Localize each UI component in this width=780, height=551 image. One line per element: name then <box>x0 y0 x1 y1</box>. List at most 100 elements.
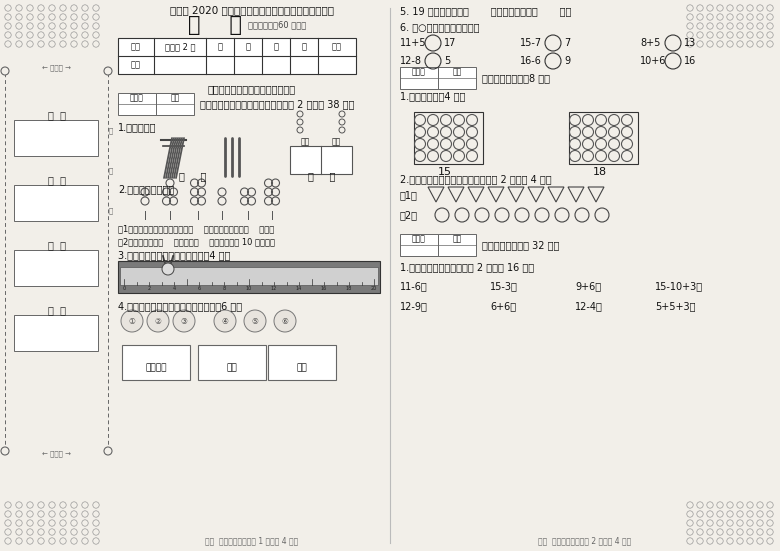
Text: 11-6＝: 11-6＝ <box>400 281 427 291</box>
Text: 18: 18 <box>346 285 352 290</box>
Text: 4.分一分，把序号填在相应的框里。（6 分）: 4.分一分，把序号填在相应的框里。（6 分） <box>118 301 242 311</box>
Text: 6: 6 <box>197 285 200 290</box>
Bar <box>569 112 638 164</box>
Text: 一、听老师读题，仔细做题。（每空 2 分，共 38 分）: 一、听老师读题，仔细做题。（每空 2 分，共 38 分） <box>200 99 354 109</box>
Bar <box>268 345 336 380</box>
Text: 总分: 总分 <box>332 42 342 51</box>
Circle shape <box>214 310 236 332</box>
Bar <box>118 261 380 293</box>
Text: 学  校: 学 校 <box>48 110 66 120</box>
Text: 13: 13 <box>684 38 697 48</box>
Circle shape <box>173 310 195 332</box>
Text: 1.看图写数。: 1.看图写数。 <box>118 122 157 132</box>
Circle shape <box>104 67 112 75</box>
Text: 二、动手操作。（8 分）: 二、动手操作。（8 分） <box>482 73 550 83</box>
Text: 12: 12 <box>271 285 277 290</box>
Text: 十位: 十位 <box>300 138 310 147</box>
Text: ④: ④ <box>222 316 229 326</box>
Text: 1.看数涂色。（4 分）: 1.看数涂色。（4 分） <box>400 91 466 101</box>
Text: 得分: 得分 <box>170 94 179 102</box>
Circle shape <box>162 263 174 275</box>
Text: 得分: 得分 <box>452 235 462 244</box>
Text: （     ）: （ ） <box>308 171 335 181</box>
Text: 16: 16 <box>321 285 327 290</box>
Text: 个位: 个位 <box>332 138 341 147</box>
Text: ← 装订线 →: ← 装订线 → <box>42 451 72 457</box>
Text: 15-7: 15-7 <box>520 38 542 48</box>
Bar <box>438 67 476 89</box>
Text: 1.直接写出得数。（每小题 2 分，共 16 分）: 1.直接写出得数。（每小题 2 分，共 16 分） <box>400 262 534 272</box>
Text: （考试时间：60 分钟）: （考试时间：60 分钟） <box>248 20 307 30</box>
Text: 15-3＝: 15-3＝ <box>490 281 518 291</box>
Text: 评卷人: 评卷人 <box>412 68 426 77</box>
Text: 5+5+3＝: 5+5+3＝ <box>655 301 696 311</box>
Bar <box>438 234 476 256</box>
Text: 5. 19 的前一个数是（       ），后一个数是（       ）。: 5. 19 的前一个数是（ ），后一个数是（ ）。 <box>400 6 572 16</box>
Text: 18: 18 <box>593 167 607 177</box>
Text: （2）从左数，第（    ）束和第（    ）束合起来有 10 个气球。: （2）从左数，第（ ）束和第（ ）束合起来有 10 个气球。 <box>118 237 275 246</box>
Bar <box>14 250 98 286</box>
Text: 三: 三 <box>274 42 278 51</box>
Text: 姓  名: 姓 名 <box>48 240 66 250</box>
Text: 5: 5 <box>444 56 450 66</box>
Text: 四: 四 <box>302 42 307 51</box>
Text: 合山市 2020 年秋季学期小学一年级期末教学质量调研: 合山市 2020 年秋季学期小学一年级期末教学质量调研 <box>170 5 334 15</box>
Text: 8+5: 8+5 <box>640 38 661 48</box>
Text: 合山  一年级数学上册第 2 页（共 4 页）: 合山 一年级数学上册第 2 页（共 4 页） <box>538 537 632 545</box>
Text: 7: 7 <box>564 38 570 48</box>
Circle shape <box>274 310 296 332</box>
Bar <box>198 345 266 380</box>
Circle shape <box>147 310 169 332</box>
Bar <box>156 93 194 115</box>
Text: 密: 密 <box>109 128 113 134</box>
Text: （2）: （2） <box>400 210 418 220</box>
Text: 8: 8 <box>222 285 225 290</box>
Text: （1）: （1） <box>400 190 418 200</box>
Bar <box>14 185 98 221</box>
Text: 卷面分 2 分: 卷面分 2 分 <box>165 42 195 51</box>
Text: 20: 20 <box>370 285 377 290</box>
Text: 2: 2 <box>147 285 151 290</box>
Text: 蔬菜: 蔬菜 <box>296 364 307 372</box>
Text: 二: 二 <box>246 42 250 51</box>
Text: 封: 封 <box>109 168 113 174</box>
Text: 一: 一 <box>218 42 222 51</box>
Bar <box>118 38 356 74</box>
Text: 16-6: 16-6 <box>520 56 542 66</box>
Bar <box>118 93 156 115</box>
Text: 17: 17 <box>444 38 456 48</box>
Text: 2.先数数，再填空。: 2.先数数，再填空。 <box>118 184 174 194</box>
Text: ⑤: ⑤ <box>252 316 258 326</box>
Bar <box>14 120 98 156</box>
Text: 6+6＝: 6+6＝ <box>490 301 516 311</box>
Text: 线: 线 <box>109 208 113 214</box>
Circle shape <box>1 447 9 455</box>
Text: 15: 15 <box>438 167 452 177</box>
Bar <box>14 315 98 351</box>
Text: 三、我会算。（共 32 分）: 三、我会算。（共 32 分） <box>482 240 559 250</box>
Text: 4: 4 <box>172 285 176 290</box>
Text: 交通工具: 交通工具 <box>145 364 167 372</box>
Text: 10+6: 10+6 <box>640 56 666 66</box>
Text: （1）从左数，气球最多的是第（    ）束，最少的是第（    ）束。: （1）从左数，气球最多的是第（ ）束，最少的是第（ ）束。 <box>118 224 275 234</box>
Text: 11+5: 11+5 <box>400 38 427 48</box>
Text: （     ）: （ ） <box>179 171 207 181</box>
Text: 得分: 得分 <box>452 68 462 77</box>
Text: 15-10+3＝: 15-10+3＝ <box>655 281 703 291</box>
Circle shape <box>1 67 9 75</box>
Text: 14: 14 <box>296 285 302 290</box>
Circle shape <box>104 447 112 455</box>
Text: 评卷人: 评卷人 <box>412 235 426 244</box>
Text: 座  号: 座 号 <box>48 305 66 315</box>
Text: 请听老师读题，读一题，做一题。: 请听老师读题，读一题，做一题。 <box>208 84 296 94</box>
Bar <box>290 146 352 174</box>
Text: ②: ② <box>154 316 161 326</box>
Text: ③: ③ <box>180 316 187 326</box>
Text: ← 装订线 →: ← 装订线 → <box>42 64 72 71</box>
Text: 12-4＝: 12-4＝ <box>575 301 603 311</box>
Bar <box>414 112 483 164</box>
Text: ⑥: ⑥ <box>282 316 289 326</box>
Text: 9+6＝: 9+6＝ <box>575 281 601 291</box>
Text: 合山  一年级数学上册第 1 页（共 4 页）: 合山 一年级数学上册第 1 页（共 4 页） <box>205 537 299 545</box>
Text: 班  别: 班 别 <box>48 175 66 185</box>
